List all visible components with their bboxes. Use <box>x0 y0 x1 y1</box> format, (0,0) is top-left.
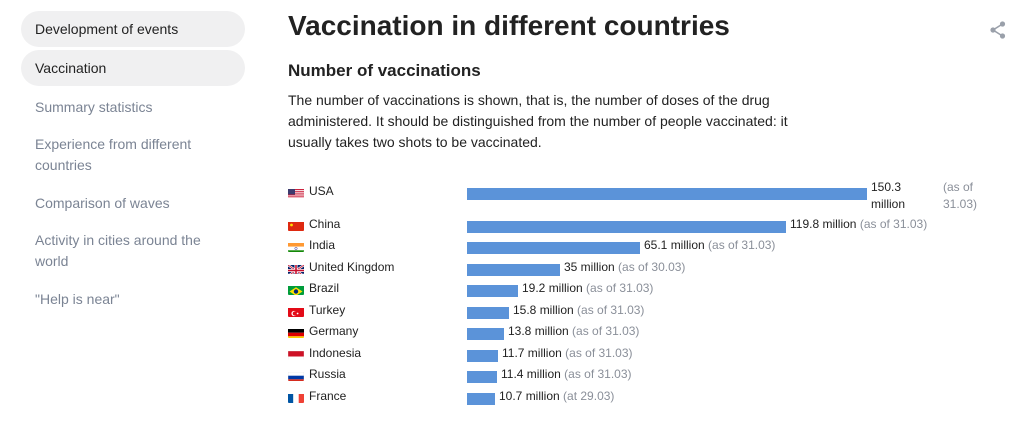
bar-value-label: 119.8 million (as of 31.03) <box>790 217 927 231</box>
bar-value-label: 11.4 million (as of 31.03) <box>501 367 632 381</box>
bar-date-label: (as of 31.03) <box>586 281 654 295</box>
country-label: Germany <box>309 324 359 338</box>
bar-value-label: 150.3 million <box>871 180 906 211</box>
bar-value-label: 11.7 million (as of 31.03) <box>502 346 633 360</box>
bar-value-text: 11.4 million <box>501 367 561 381</box>
vaccination-bar-chart: USA 150.3 million (as of 31.03) China 119.8 … <box>288 176 1008 406</box>
bar-value-text: 65.1 million <box>644 238 705 252</box>
bar-value-text: 15.8 million <box>513 303 574 317</box>
nav-item-comparison-of-waves[interactable]: Comparison of waves <box>35 195 170 211</box>
nav-item-activity-in-cities[interactable]: Activity in cities around the world <box>35 232 201 269</box>
india-flag-icon <box>288 241 304 252</box>
chart-bar <box>467 371 497 383</box>
country-label: Brazil <box>309 281 340 295</box>
chart-row-uk: United Kingdom 35 million (as of 30.03) <box>288 257 1008 277</box>
bar-value-label: 35 million (as of 30.03) <box>564 260 685 274</box>
nav-item-vaccination[interactable]: Vaccination <box>21 50 245 86</box>
bar-date-label: (as of 30.03) <box>618 260 686 274</box>
country-label: United Kingdom <box>309 260 395 274</box>
bar-date-label: (as of 31.03) <box>577 303 645 317</box>
bar-value-text: 35 million <box>564 260 615 274</box>
country-label: Indonesia <box>309 346 362 360</box>
nav-item-development-of-events[interactable]: Development of events <box>21 11 245 47</box>
chart-bar <box>467 350 498 362</box>
china-flag-icon <box>288 220 304 231</box>
bar-value-text: 119.8 million <box>790 217 857 231</box>
bar-value-text: 10.7 million <box>499 389 560 403</box>
chart-row-russia: Russia 11.4 million (as of 31.03) <box>288 364 1008 384</box>
country-label: Turkey <box>309 303 346 317</box>
bar-date-label: (as of 31.03) <box>859 217 928 231</box>
bar-date-label: (as of 31.03) <box>943 180 978 211</box>
country-label: India <box>309 238 336 252</box>
chart-bar <box>467 188 867 200</box>
nav-item-help-is-near[interactable]: "Help is near" <box>35 291 120 307</box>
russia-flag-icon <box>288 370 304 381</box>
indonesia-flag-icon <box>288 349 304 360</box>
chart-bar <box>467 285 518 297</box>
country-label: USA <box>309 184 334 198</box>
bar-date-label: (as of 31.03) <box>564 367 632 381</box>
bar-value-label: 65.1 million (as of 31.03) <box>644 238 775 252</box>
chart-bar <box>467 264 560 276</box>
chart-row-turkey: Turkey 15.8 million (as of 31.03) <box>288 300 1008 320</box>
brazil-flag-icon <box>288 284 304 295</box>
nav-item-summary-statistics[interactable]: Summary statistics <box>35 99 153 115</box>
bar-date-label: (as of 31.03) <box>572 324 640 338</box>
section-description: The number of vaccinations is shown, tha… <box>288 92 788 150</box>
chart-row-brazil: Brazil 19.2 million (as of 31.03) <box>288 278 1008 298</box>
bar-value-label: 19.2 million (as of 31.03) <box>522 281 653 295</box>
section-subtitle: Number of vaccinations <box>288 61 481 80</box>
bar-value-text: 19.2 million <box>522 281 583 295</box>
chart-bar <box>467 328 504 340</box>
nav-item-experience[interactable]: Experience from different countries <box>35 136 192 173</box>
bar-value-label: 10.7 million (at 29.03) <box>499 389 614 403</box>
share-icon[interactable] <box>990 21 1006 39</box>
chart-row-india: India 65.1 million (as of 31.03) <box>288 235 1008 255</box>
chart-bar <box>467 393 495 405</box>
bar-date-label: (at 29.03) <box>563 389 615 403</box>
chart-row-us: USA 150.3 million (as of 31.03) <box>288 180 1008 211</box>
bar-value-label: 15.8 million (as of 31.03) <box>513 303 644 317</box>
bar-date-label: (as of 31.03) <box>565 346 633 360</box>
chart-row-indonesia: Indonesia 11.7 million (as of 31.03) <box>288 343 1008 363</box>
chart-row-china: China 119.8 million (as of 31.03) <box>288 214 1008 234</box>
chart-row-france: France 10.7 million (at 29.03) <box>288 386 1008 406</box>
chart-bar <box>467 242 640 254</box>
bar-value-label: 13.8 million (as of 31.03) <box>508 324 639 338</box>
country-label: Russia <box>309 367 346 381</box>
bar-value-text: 11.7 million <box>502 346 562 360</box>
france-flag-icon <box>288 392 304 403</box>
chart-bar <box>467 307 509 319</box>
country-label: France <box>309 389 347 403</box>
turkey-flag-icon <box>288 306 304 317</box>
chart-row-germany: Germany 13.8 million (as of 31.03) <box>288 321 1008 341</box>
sidebar-nav: Development of events Vaccination Summar… <box>21 11 245 320</box>
germany-flag-icon <box>288 327 304 338</box>
country-label: China <box>309 217 341 231</box>
bar-value-text: 13.8 million <box>508 324 569 338</box>
bar-date-label: (as of 31.03) <box>708 238 776 252</box>
page-title: Vaccination in different countries <box>288 10 730 41</box>
chart-bar <box>467 221 786 233</box>
uk-flag-icon <box>288 263 304 274</box>
us-flag-icon <box>288 187 304 198</box>
